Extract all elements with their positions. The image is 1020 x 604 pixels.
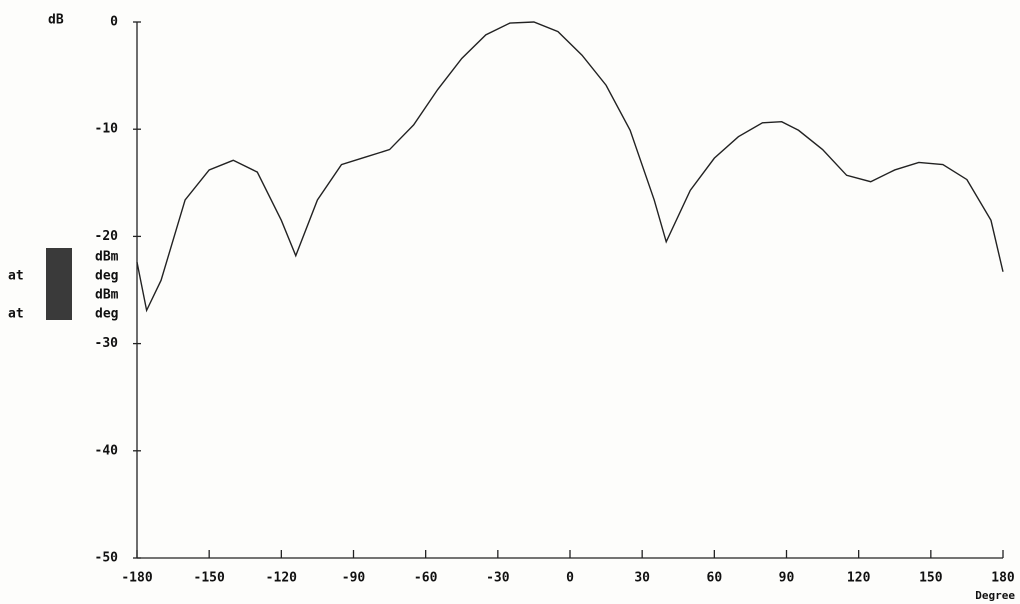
- readout-unit: deg: [95, 307, 118, 322]
- readout-unit: dBm: [95, 288, 119, 303]
- readout-box: [46, 248, 72, 320]
- y-tick-label: -40: [95, 443, 119, 458]
- x-tick-label: 150: [919, 571, 943, 586]
- y-tick-label: -50: [95, 551, 119, 566]
- x-tick-label: -30: [486, 571, 510, 586]
- readout-unit: deg: [95, 269, 118, 284]
- y-tick-label: -10: [95, 122, 119, 137]
- y-axis-label: dB: [48, 13, 64, 28]
- readout-unit: dBm: [95, 250, 119, 265]
- x-tick-label: -150: [194, 571, 225, 586]
- x-tick-label: 60: [707, 571, 723, 586]
- readout-prefix: at: [8, 269, 24, 284]
- x-tick-label: -120: [266, 571, 297, 586]
- y-tick-label: 0: [110, 15, 118, 30]
- x-tick-label: -60: [414, 571, 438, 586]
- x-tick-label: 0: [566, 571, 574, 586]
- data-line: [136, 21, 1004, 313]
- x-tick-label: 180: [991, 571, 1015, 586]
- x-tick-label: -90: [342, 571, 366, 586]
- y-tick-label: -30: [95, 336, 119, 351]
- x-tick-label: 90: [779, 571, 795, 586]
- x-tick-label: 30: [634, 571, 650, 586]
- y-tick-label: -20: [95, 229, 119, 244]
- readout-prefix: at: [8, 307, 24, 322]
- x-tick-label: 120: [847, 571, 871, 586]
- x-tick-label: -180: [121, 571, 152, 586]
- x-axis-label: Degree: [975, 589, 1015, 602]
